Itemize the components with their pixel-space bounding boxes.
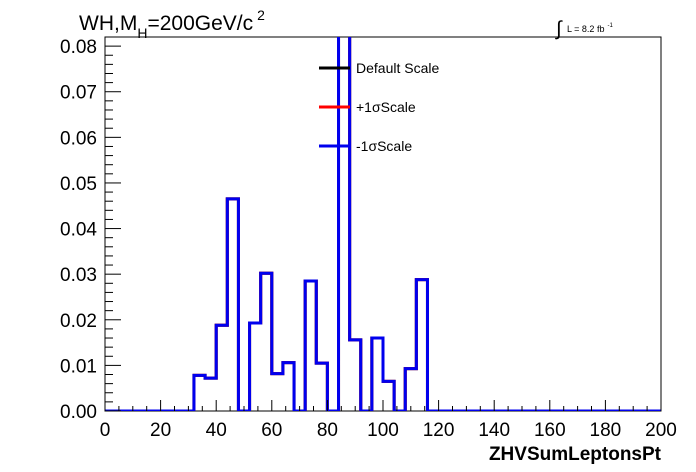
- y-tick-label: 0.01: [60, 356, 97, 377]
- axis-layer: 0 20 40 60 80 100 120 140 160 180 200 0.00 0.01 0.02 0…: [60, 36, 677, 441]
- y-tick-label: 0.05: [60, 174, 97, 195]
- chart-title: WH,MH=200GeV/c 2: [79, 7, 265, 41]
- x-tick-label: 80: [317, 420, 338, 441]
- x-axis-label: ZHVSumLeptonsPt: [489, 444, 662, 465]
- title-prefix: WH,M: [79, 12, 137, 35]
- y-tick-label: 0.02: [60, 311, 97, 332]
- x-tick-label: 0: [100, 420, 111, 441]
- legend-label-1: +1σScale: [356, 99, 416, 115]
- y-tick-label: 0.04: [60, 220, 97, 241]
- x-tick-label: 140: [478, 420, 510, 441]
- x-tick-label: 160: [534, 420, 566, 441]
- legend: Default Scale +1σScale -1σScale: [319, 60, 439, 154]
- legend-label-2: -1σScale: [356, 138, 412, 154]
- x-tick-label: 60: [261, 420, 282, 441]
- x-tick-label: 200: [645, 420, 677, 441]
- legend-label-0: Default Scale: [356, 60, 439, 76]
- title-superscript: 2: [257, 7, 265, 23]
- y-tick-label: 0.03: [60, 265, 97, 286]
- x-tick-label: 120: [423, 420, 455, 441]
- luminosity-label: L = 8.2 fb -1: [567, 23, 613, 34]
- series-layer: [105, 37, 661, 411]
- x-tick-label: 180: [590, 420, 622, 441]
- x-tick-label: 20: [150, 420, 171, 441]
- luminosity-superscript: -1: [607, 23, 613, 29]
- x-tick-label: 100: [367, 420, 399, 441]
- y-tick-label: 0.06: [60, 128, 97, 149]
- y-tick-label: 0.07: [60, 83, 97, 104]
- title-main: =200GeV/c: [147, 12, 253, 35]
- luminosity-text: L = 8.2 fb: [567, 24, 604, 34]
- title-subscript: H: [137, 25, 147, 41]
- series-line-2: [105, 37, 661, 411]
- x-tick-label: 40: [206, 420, 227, 441]
- y-tick-label: 0.08: [60, 37, 97, 58]
- luminosity-integral-symbol: ∫: [555, 18, 563, 40]
- y-tick-label: 0.00: [60, 402, 97, 423]
